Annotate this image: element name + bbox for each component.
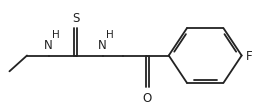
Text: N: N bbox=[44, 39, 53, 52]
Text: O: O bbox=[143, 91, 152, 104]
Text: H: H bbox=[52, 29, 60, 39]
Text: S: S bbox=[72, 12, 79, 25]
Text: N: N bbox=[98, 39, 107, 52]
Text: H: H bbox=[106, 29, 114, 39]
Text: F: F bbox=[246, 50, 252, 62]
